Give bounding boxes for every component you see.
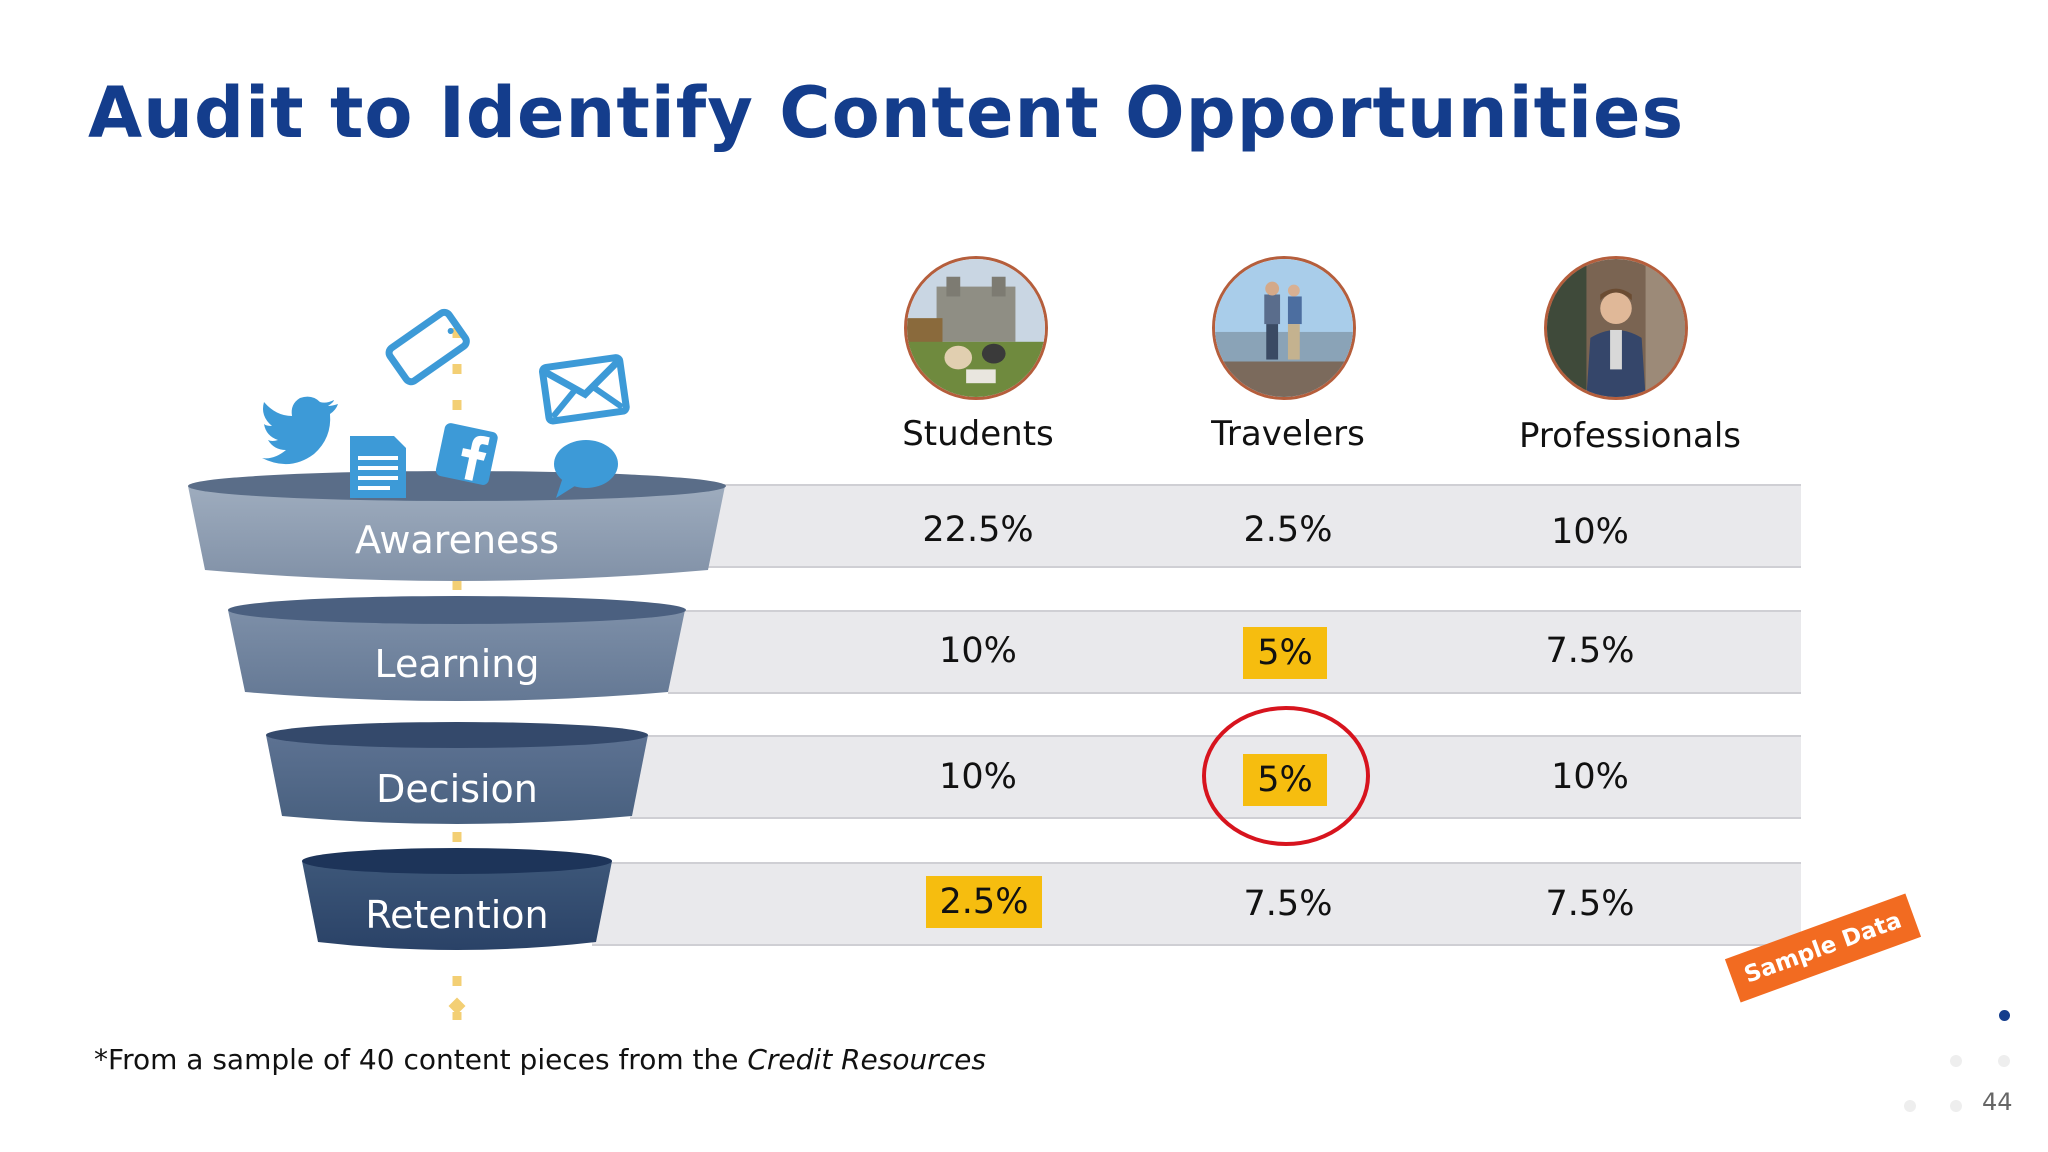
- column-header-professionals: Professionals: [1518, 416, 1742, 456]
- cell-awareness-travelers: 2.5%: [1243, 510, 1333, 550]
- cell-decision-students: 10%: [939, 757, 1017, 797]
- slide-title: Audit to Identify Content Opportunities: [88, 72, 1685, 154]
- professional-photo: [1544, 256, 1688, 400]
- table-row-learning: [668, 610, 1801, 694]
- highlight-circle: [1202, 706, 1370, 846]
- cell-learning-students: 10%: [939, 631, 1017, 671]
- phone-icon: [385, 308, 470, 386]
- twitter-icon: [262, 396, 338, 465]
- facebook-icon: [435, 423, 498, 485]
- students-photo: [904, 256, 1048, 400]
- nav-dot[interactable]: [1950, 1100, 1962, 1112]
- cell-learning-professionals: 7.5%: [1545, 631, 1635, 671]
- footnote-source: Credit Resources: [747, 1043, 986, 1076]
- cell-decision-travelers: 5%: [1185, 752, 1385, 808]
- nav-dot[interactable]: [1998, 1055, 2010, 1067]
- nav-dot-active[interactable]: [1999, 1010, 2010, 1021]
- cell-learning-travelers: 5%: [1185, 625, 1385, 681]
- funnel-stage-decision: Decision: [376, 767, 538, 811]
- cell-awareness-students: 22.5%: [922, 510, 1034, 550]
- nav-dot[interactable]: [1950, 1055, 1962, 1067]
- funnel-stage-learning: Learning: [374, 642, 540, 686]
- column-header-students: Students: [902, 414, 1054, 454]
- travelers-photo: [1212, 256, 1356, 400]
- cell-retention-students: 2.5%: [884, 874, 1084, 930]
- funnel-stage-awareness: Awareness: [354, 518, 560, 562]
- page-number: 44: [1982, 1088, 2013, 1116]
- table-row-retention: [592, 862, 1801, 946]
- cell-decision-professionals: 10%: [1551, 757, 1629, 797]
- table-row-awareness: [700, 484, 1801, 568]
- email-icon: [539, 354, 630, 425]
- cell-awareness-professionals: 10%: [1551, 512, 1629, 552]
- column-header-travelers: Travelers: [1211, 414, 1365, 454]
- document-icon: [350, 436, 406, 498]
- chat-bubble-icon: [554, 440, 618, 498]
- cell-retention-travelers: 7.5%: [1243, 884, 1333, 924]
- footnote: *From a sample of 40 content pieces from…: [94, 1043, 986, 1076]
- nav-dot[interactable]: [1904, 1100, 1916, 1112]
- cell-retention-professionals: 7.5%: [1545, 884, 1635, 924]
- funnel-graphic: [188, 308, 726, 1020]
- table-row-decision: [630, 735, 1801, 819]
- funnel-stage-retention: Retention: [365, 893, 549, 937]
